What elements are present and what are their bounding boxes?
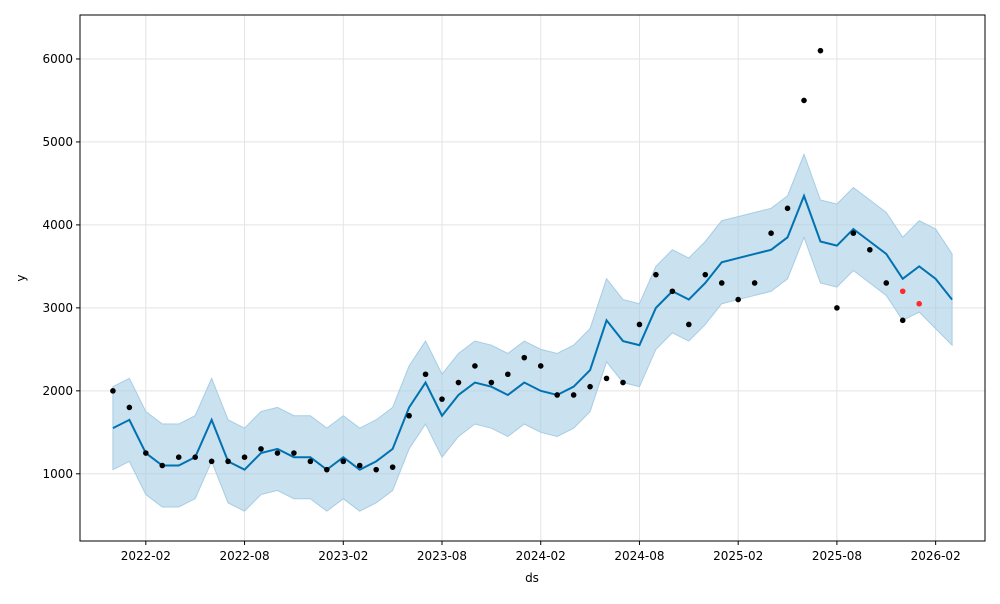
uncertainty-band xyxy=(112,152,953,512)
observed-point xyxy=(587,383,593,390)
observed-point xyxy=(850,230,857,236)
observed-point xyxy=(241,454,248,461)
y-tick-label: 1000 xyxy=(42,467,73,481)
y-tick-label: 3000 xyxy=(42,301,73,315)
observed-point xyxy=(537,363,544,369)
plot-frame xyxy=(79,14,986,542)
observed-point xyxy=(225,458,231,465)
observed-point xyxy=(258,446,264,452)
observed-point xyxy=(340,458,347,465)
observed-point xyxy=(126,404,133,411)
y-tick-label: 4000 xyxy=(42,218,73,232)
observed-point xyxy=(356,462,363,469)
observed-point xyxy=(455,379,462,386)
x-tick-label: 2022-08 xyxy=(219,549,269,563)
observed-point xyxy=(274,450,281,456)
observed-point xyxy=(801,97,807,104)
y-axis-label: y xyxy=(14,274,28,281)
x-tick-label: 2026-02 xyxy=(911,549,961,563)
holdout-point xyxy=(899,288,906,295)
observed-point xyxy=(554,392,560,398)
y-tick-label: 2000 xyxy=(42,384,73,398)
observed-point xyxy=(373,466,379,473)
x-tick-label: 2023-02 xyxy=(318,549,368,563)
x-tick-label: 2025-02 xyxy=(713,549,763,563)
observed-point xyxy=(718,280,725,286)
x-tick-label: 2023-08 xyxy=(417,549,467,563)
observed-point xyxy=(422,371,429,378)
observed-point xyxy=(636,321,643,328)
x-tick-label: 2024-08 xyxy=(614,549,664,563)
observed-point xyxy=(505,371,511,378)
observed-point xyxy=(686,321,692,328)
observed-point xyxy=(208,458,215,465)
x-tick-label: 2024-02 xyxy=(516,549,566,563)
x-axis-label: ds xyxy=(525,571,539,585)
observed-point xyxy=(159,462,166,469)
observed-point xyxy=(192,454,198,461)
observed-point xyxy=(768,230,774,236)
y-tick-label: 5000 xyxy=(42,135,73,149)
observed-point xyxy=(488,379,495,386)
observed-point xyxy=(110,388,116,394)
observed-point xyxy=(867,246,873,253)
x-tick-label: 2025-08 xyxy=(812,549,862,563)
observed-point xyxy=(669,288,676,295)
observed-point xyxy=(439,396,445,402)
observed-point xyxy=(817,47,824,54)
observed-point xyxy=(307,458,314,465)
observed-point xyxy=(702,271,709,278)
observed-point xyxy=(143,450,149,456)
observed-point xyxy=(603,375,610,382)
x-tick-label: 2022-02 xyxy=(121,549,171,563)
observed-point xyxy=(653,271,659,278)
observed-point xyxy=(834,305,840,311)
observed-point xyxy=(570,392,577,398)
observed-point xyxy=(389,464,396,470)
y-tick-label: 6000 xyxy=(42,52,73,66)
observed-point xyxy=(620,379,626,386)
observed-point xyxy=(899,317,906,324)
observed-point xyxy=(784,205,791,212)
observed-point xyxy=(883,280,890,286)
observed-point xyxy=(472,363,478,369)
observed-point xyxy=(521,354,528,361)
forecast-line xyxy=(112,193,953,471)
observed-point xyxy=(175,454,182,461)
observed-point xyxy=(751,280,758,286)
observed-point xyxy=(735,296,741,303)
holdout-point xyxy=(916,300,922,307)
observed-point xyxy=(324,466,330,473)
observed-point xyxy=(406,412,412,419)
observed-point xyxy=(291,450,297,456)
